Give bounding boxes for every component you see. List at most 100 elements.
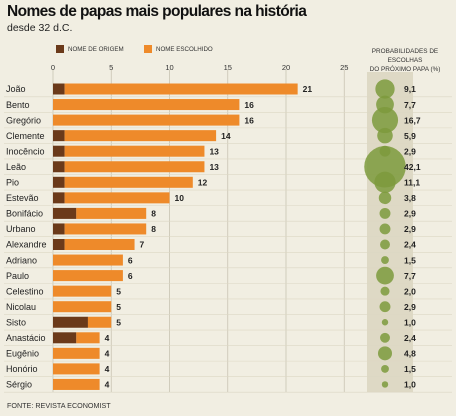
probability-label: 2,4 <box>404 333 416 343</box>
total-label: 4 <box>105 333 110 343</box>
probability-label: 7,7 <box>404 100 416 110</box>
bar-chosen <box>53 114 240 126</box>
total-label: 6 <box>128 271 133 281</box>
total-label: 5 <box>116 302 121 312</box>
bar-chosen <box>64 176 193 188</box>
x-tick-label: 15 <box>224 63 232 72</box>
probability-label: 42,1 <box>404 162 421 172</box>
bar-origin <box>53 316 88 328</box>
probability-label: 16,7 <box>404 115 421 125</box>
bar-chosen <box>64 161 205 173</box>
x-tick-label: 0 <box>51 63 55 72</box>
category-label: Estevão <box>6 193 39 203</box>
bar-origin <box>53 130 65 142</box>
bar-chosen <box>87 316 112 328</box>
total-label: 8 <box>151 209 156 219</box>
total-label: 16 <box>244 100 254 110</box>
legend-origin-label: NOME DE ORIGEM <box>68 45 124 53</box>
category-label: Bento <box>6 100 30 110</box>
total-label: 4 <box>105 364 110 374</box>
bar-chosen <box>53 347 100 359</box>
category-label: Adriano <box>6 255 37 265</box>
bar-origin <box>53 83 65 95</box>
probability-label: 2,0 <box>404 286 416 296</box>
probability-bubble <box>371 107 399 134</box>
probability-bubble <box>379 301 391 313</box>
probability-bubble <box>379 223 391 235</box>
probability-bubble <box>381 381 389 388</box>
total-label: 13 <box>209 162 219 172</box>
probability-bubble <box>381 319 389 326</box>
x-tick-label: 25 <box>340 63 348 72</box>
bar-origin <box>53 176 65 188</box>
probability-label: 2,9 <box>404 224 416 234</box>
probability-label: 3,8 <box>404 193 416 203</box>
probability-bubble <box>377 127 393 144</box>
total-label: 13 <box>209 146 219 156</box>
category-label: João <box>6 84 26 94</box>
category-label: Clemente <box>6 131 45 141</box>
probability-label: 2,9 <box>404 302 416 312</box>
probability-bubble <box>381 364 389 373</box>
total-label: 4 <box>105 380 110 390</box>
bar-chosen <box>64 130 217 142</box>
chart-subtitle: desde 32 d.C. <box>7 22 73 34</box>
category-label: Anastácio <box>6 333 46 343</box>
bar-chosen <box>53 99 240 111</box>
bar-chosen <box>64 83 298 95</box>
bar-chosen <box>76 207 147 219</box>
total-label: 6 <box>128 255 133 265</box>
category-label: Alexandre <box>6 240 47 250</box>
probability-bubble <box>375 79 395 99</box>
probability-bubble <box>380 239 390 250</box>
total-label: 12 <box>198 178 208 188</box>
chart-title: Nomes de papas mais populares na históri… <box>7 3 307 20</box>
total-label: 7 <box>140 240 145 250</box>
bar-chosen <box>64 192 170 204</box>
bar-origin <box>53 207 77 219</box>
probability-bubble <box>379 207 391 219</box>
bar-origin <box>53 332 77 344</box>
total-label: 14 <box>221 131 231 141</box>
bar-chosen <box>64 239 135 250</box>
category-label: Gregório <box>6 115 41 125</box>
total-label: 8 <box>151 224 156 234</box>
bar-chosen <box>53 363 100 375</box>
bar-origin <box>53 223 65 235</box>
category-label: Leão <box>6 162 26 172</box>
x-tick-label: 20 <box>282 63 290 72</box>
probability-bubble <box>374 171 396 193</box>
probability-label: 2,9 <box>404 209 416 219</box>
legend-chosen-swatch <box>144 45 152 53</box>
bar-chosen <box>53 254 123 266</box>
legend-chosen-label: NOME ESCOLHIDO <box>156 45 213 53</box>
probability-header: PROBABILIDADES DE ESCOLHAS DO PRÓXIMO PA… <box>354 47 456 74</box>
bar-origin <box>53 192 65 204</box>
legend-chosen: NOME ESCOLHIDO <box>144 45 213 53</box>
probability-bubble <box>378 191 392 205</box>
probability-bubble <box>381 256 389 264</box>
category-label: Nicolau <box>6 302 36 312</box>
bar-chosen <box>53 270 123 282</box>
bar-origin <box>53 161 65 173</box>
legend-origin: NOME DE ORIGEM <box>56 45 124 53</box>
total-label: 16 <box>244 115 254 125</box>
legend-origin-swatch <box>56 45 64 53</box>
source-note: FONTE: REVISTA ECONOMIST <box>7 401 111 410</box>
category-label: Eugênio <box>6 349 39 359</box>
category-label: Paulo <box>6 271 29 281</box>
total-label: 21 <box>303 84 313 94</box>
probability-label: 4,8 <box>404 349 416 359</box>
total-label: 5 <box>116 317 121 327</box>
probability-label: 11,1 <box>404 178 420 188</box>
probability-bubble <box>377 346 393 361</box>
probability-label: 9,1 <box>404 84 416 94</box>
probability-bubble <box>364 145 406 188</box>
probability-header-line1: PROBABILIDADES DE ESCOLHAS <box>371 48 439 64</box>
category-label: Sisto <box>6 317 26 327</box>
probability-label: 1,5 <box>404 255 416 265</box>
probability-label: 2,9 <box>404 146 416 156</box>
category-label: Inocêncio <box>6 146 45 156</box>
